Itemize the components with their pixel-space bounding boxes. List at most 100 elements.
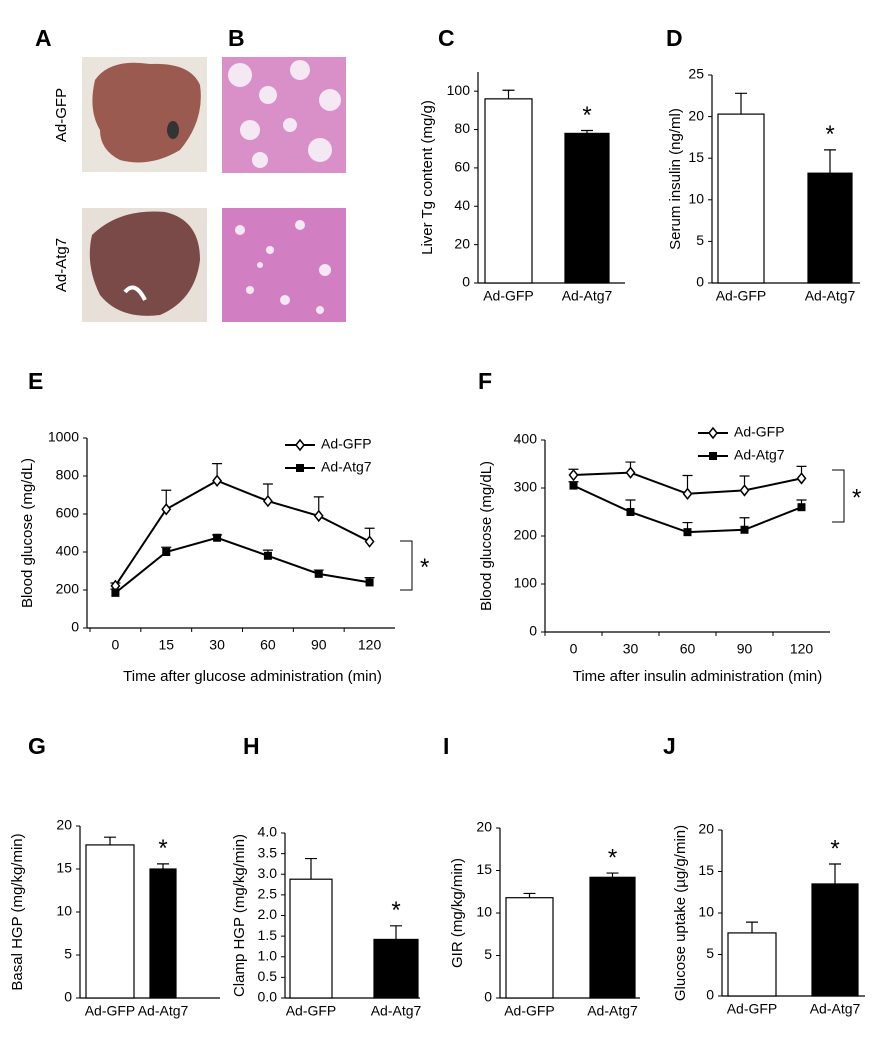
bar [564, 132, 610, 284]
y-axis-label: Liver Tg content (mg/g) [419, 100, 436, 255]
y-tick-label: 20 [688, 107, 704, 123]
panel-letter: A [35, 25, 52, 51]
annotation: * [582, 102, 591, 129]
annotation: * [852, 484, 861, 511]
marker [212, 474, 223, 487]
y-tick-label: 100 [447, 82, 471, 98]
x-tick-label: Ad-GFP [85, 1003, 136, 1019]
panel-letter: I [443, 733, 449, 759]
panel-letter: C [438, 25, 455, 51]
x-tick-label: Ad-Atg7 [805, 288, 856, 304]
x-tick-label: 120 [358, 637, 382, 653]
y-tick-label: 600 [56, 505, 80, 521]
y-tick-label: 800 [56, 467, 80, 483]
bar [589, 876, 636, 999]
bracket [400, 540, 413, 591]
y-tick-label: 0 [484, 989, 492, 1005]
x-tick-label: 90 [311, 637, 327, 653]
legend-label: Ad-GFP [321, 436, 372, 452]
y-tick-label: 5 [64, 946, 72, 962]
y-tick-label: 0 [529, 623, 537, 639]
y-tick-label: 1.0 [258, 947, 278, 963]
marker [709, 452, 717, 460]
y-tick-label: 5 [484, 946, 492, 962]
histology-images [222, 57, 346, 322]
y-tick-label: 10 [476, 904, 492, 920]
bar [727, 932, 777, 997]
liver-photos [82, 57, 207, 322]
marker [364, 535, 375, 548]
legend-label: Ad-Atg7 [321, 459, 372, 475]
y-axis-label: Serum insulin (ng/ml) [667, 108, 684, 250]
bar [807, 172, 853, 284]
line [114, 479, 371, 587]
y-tick-label: 25 [688, 66, 704, 82]
y-tick-label: 200 [56, 581, 80, 597]
marker [568, 468, 579, 482]
marker [111, 588, 120, 597]
y-tick-label: 2.5 [258, 886, 278, 902]
marker [739, 484, 750, 497]
x-tick-label: 0 [112, 637, 120, 653]
y-tick-label: 4.0 [258, 824, 278, 840]
y-tick-label: 1000 [48, 429, 79, 445]
x-tick-label: 30 [209, 637, 225, 653]
x-tick-label: Ad-GFP [727, 1001, 778, 1017]
marker [708, 426, 718, 440]
row-label: Ad-GFP [53, 88, 70, 142]
photo-detail [123, 285, 147, 301]
annotation: * [391, 897, 400, 924]
x-axis-label: Time after insulin administration (min) [573, 668, 823, 685]
bar [505, 897, 554, 999]
marker [683, 528, 692, 537]
y-tick-label: 400 [514, 431, 538, 447]
marker [296, 464, 304, 472]
liver-photo [89, 211, 200, 316]
y-axis-label: Blood glucose (mg/dL) [19, 458, 36, 608]
y-tick-label: 0 [706, 987, 714, 1003]
error-bar [305, 857, 317, 880]
y-tick-label: 80 [454, 120, 470, 136]
x-tick-label: 60 [260, 637, 276, 653]
y-tick-label: 200 [514, 527, 538, 543]
y-tick-label: 5 [696, 232, 704, 248]
marker [295, 438, 305, 452]
x-tick-label: Ad-Atg7 [138, 1003, 189, 1019]
error-bar [390, 925, 402, 940]
line [114, 536, 370, 594]
marker [162, 548, 171, 556]
x-tick-label: Ad-GFP [286, 1003, 337, 1019]
bar [373, 938, 419, 999]
y-tick-label: 20 [698, 821, 714, 837]
bracket [832, 469, 845, 523]
panel-letter: G [28, 733, 46, 759]
x-tick-label: Ad-GFP [504, 1003, 555, 1019]
y-tick-label: 20 [454, 235, 470, 251]
y-tick-label: 10 [698, 904, 714, 920]
y-tick-label: 3.0 [258, 865, 278, 881]
x-tick-label: Ad-Atg7 [810, 1001, 861, 1017]
vacuoles [228, 60, 341, 314]
y-tick-label: 10 [688, 191, 704, 207]
legend-label: Ad-GFP [734, 424, 785, 440]
panel-letter: B [228, 25, 245, 51]
x-tick-label: Ad-GFP [483, 288, 534, 304]
bar [85, 844, 135, 999]
y-tick-label: 400 [56, 543, 80, 559]
y-tick-label: 15 [688, 149, 704, 165]
y-tick-label: 5 [706, 945, 714, 961]
y-tick-label: 0 [71, 619, 79, 635]
marker [569, 481, 578, 490]
error-bar [746, 921, 758, 933]
bar [149, 868, 177, 999]
marker [740, 525, 749, 534]
y-axis-label: Basal HGP (mg/kg/min) [9, 833, 26, 990]
y-axis-label: Glucose uptake (µg/g/min) [672, 825, 689, 1001]
annotation: * [825, 121, 834, 148]
y-tick-label: 40 [454, 197, 470, 213]
annotation: * [158, 835, 167, 862]
y-tick-label: 0 [462, 274, 470, 290]
x-tick-label: Ad-Atg7 [562, 288, 613, 304]
error-bar [829, 863, 841, 884]
